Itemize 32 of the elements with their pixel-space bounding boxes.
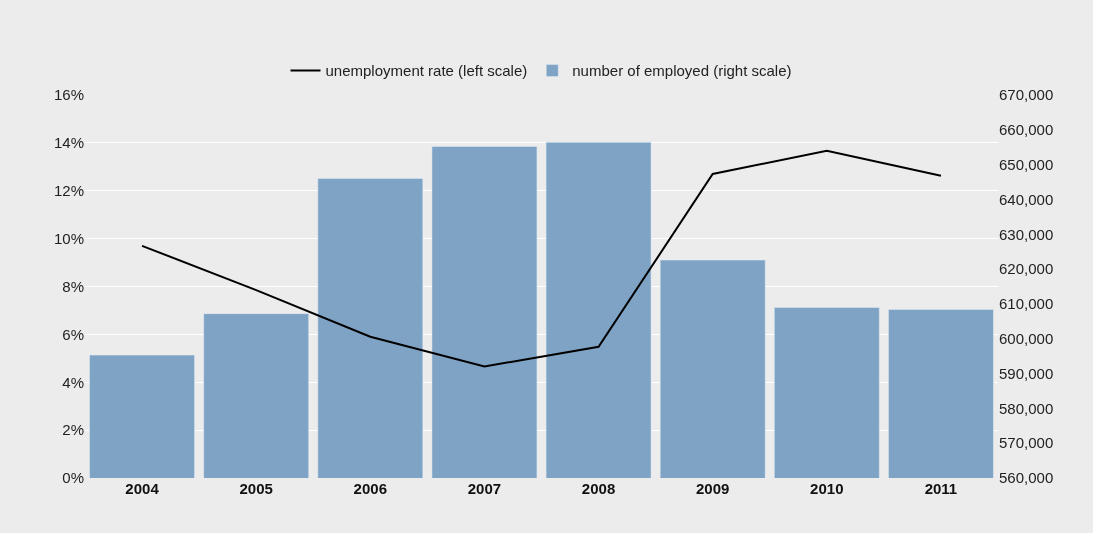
y-tick-label: 4% xyxy=(62,373,84,391)
y2-tick-label: 560,000 xyxy=(999,469,1054,487)
x-tick-label: 2010 xyxy=(810,480,844,497)
y2-tick-label: 610,000 xyxy=(999,295,1054,313)
y-tick-label: 6% xyxy=(62,325,84,343)
y-tick-label: 14% xyxy=(53,134,84,152)
y-tick-label: 10% xyxy=(53,229,84,247)
y-tick-label: 0% xyxy=(62,469,84,487)
line-series xyxy=(141,149,942,368)
y-tick-label: 16% xyxy=(53,86,84,104)
x-tick-label: 2007 xyxy=(467,480,502,497)
y2-tick-label: 640,000 xyxy=(999,190,1054,208)
legend-label: number of employed (right scale) xyxy=(572,62,792,80)
x-tick-label: 2005 xyxy=(239,480,273,497)
y2-tick-label: 580,000 xyxy=(999,399,1054,417)
y2-tick-label: 600,000 xyxy=(999,329,1054,347)
x-tick-label: 2008 xyxy=(581,480,616,497)
x-tick-label: 2006 xyxy=(353,480,387,497)
y-tick-label: 2% xyxy=(62,421,84,439)
y2-tick-label: 620,000 xyxy=(999,260,1054,278)
y-tick-label: 12% xyxy=(53,182,84,199)
y2-tick-label: 670,000 xyxy=(999,86,1054,104)
y2-tick-label: 650,000 xyxy=(999,155,1054,173)
y2-tick-label: 590,000 xyxy=(999,364,1054,382)
y-tick-label: 8% xyxy=(62,277,84,295)
y2-tick-label: 570,000 xyxy=(999,434,1054,452)
x-tick-label: 2009 xyxy=(696,480,730,497)
x-tick-label: 2011 xyxy=(924,480,958,497)
y2-tick-label: 630,000 xyxy=(999,225,1054,243)
y2-tick-label: 660,000 xyxy=(999,121,1054,139)
legend-label: unemployment rate (left scale) xyxy=(325,62,528,80)
x-tick-label: 2004 xyxy=(125,480,160,497)
